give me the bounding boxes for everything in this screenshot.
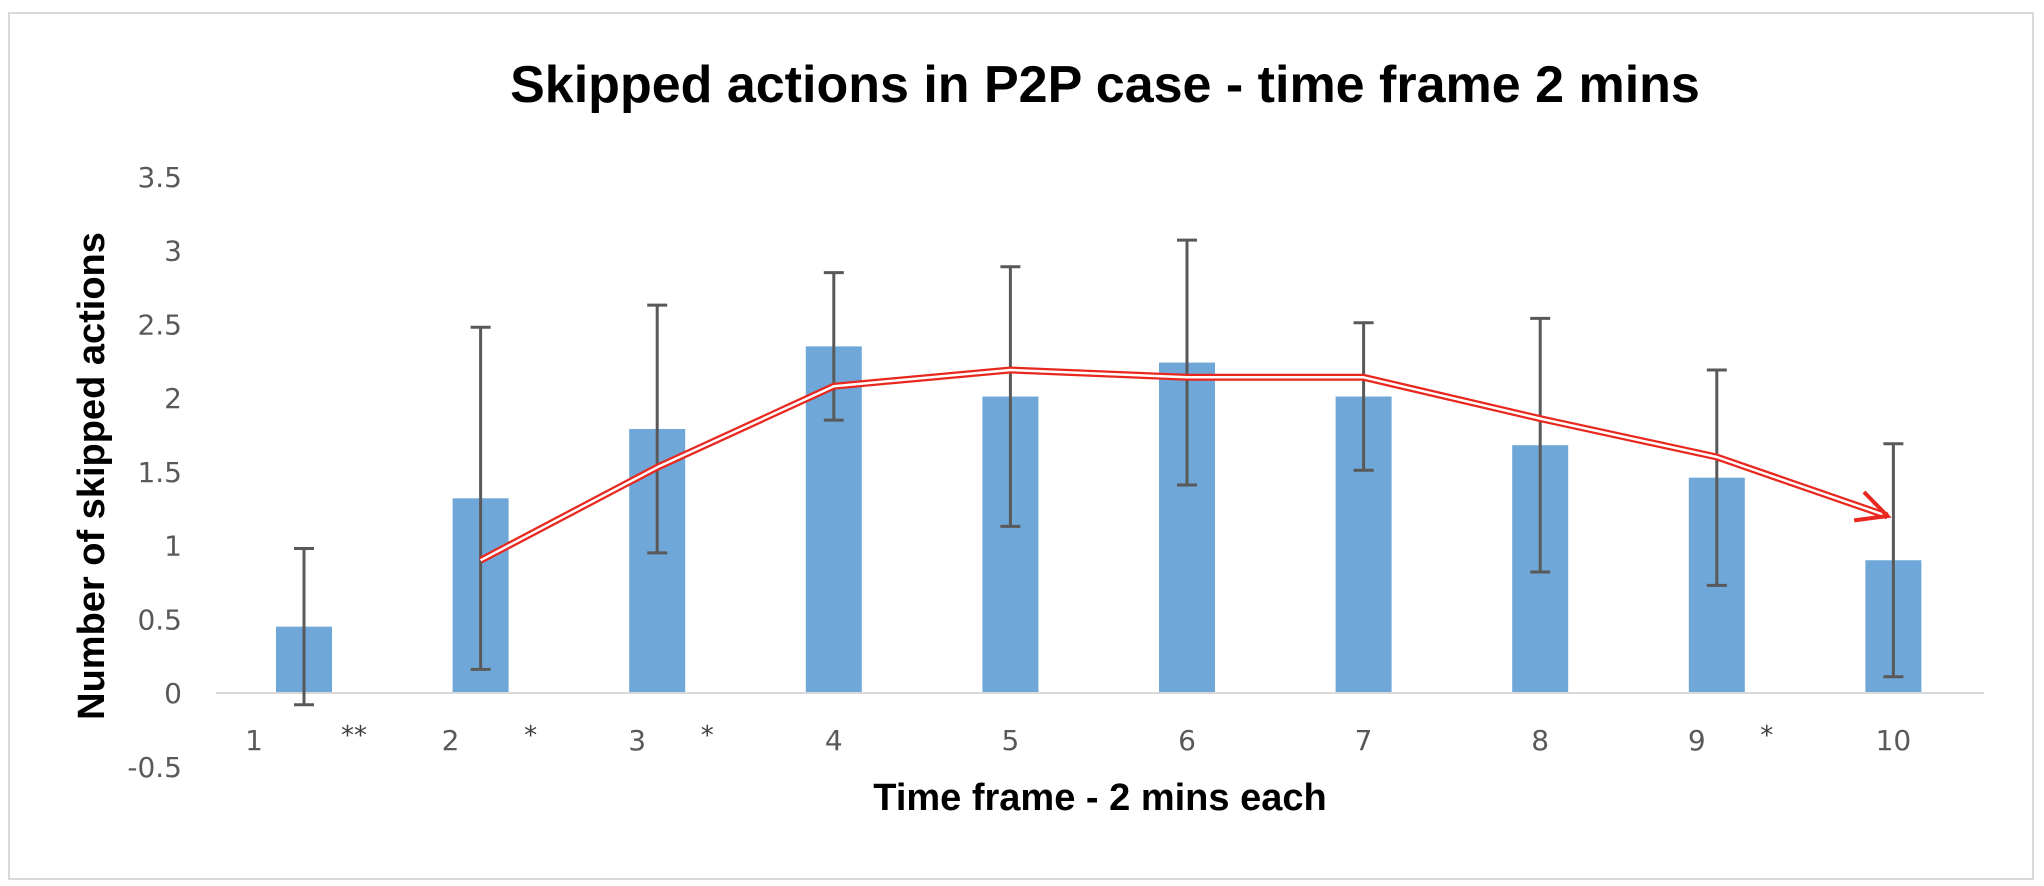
y-tick-label: 2.5 bbox=[137, 308, 182, 341]
y-tick-label: 0 bbox=[164, 677, 182, 710]
chart-title: Skipped actions in P2P case - time frame… bbox=[510, 56, 1700, 114]
y-tick-label: 3.5 bbox=[137, 161, 182, 194]
x-tick-label: 5 bbox=[1001, 724, 1019, 757]
y-tick-label: 2 bbox=[164, 382, 182, 415]
x-tick-label: 8 bbox=[1531, 724, 1549, 757]
x-tick-label: 7 bbox=[1355, 724, 1373, 757]
y-tick-label: 3 bbox=[164, 235, 182, 268]
x-tick-label: 2 bbox=[442, 724, 460, 757]
x-tick-label: 10 bbox=[1876, 724, 1912, 757]
trend-arrow-inner bbox=[480, 368, 1888, 562]
y-tick-label: -0.5 bbox=[127, 751, 182, 784]
x-axis-title: Time frame - 2 mins each bbox=[873, 777, 1326, 819]
significance-marker: * bbox=[1760, 721, 1773, 751]
y-axis-title: Number of skipped actions bbox=[71, 232, 113, 720]
x-tick-label: 6 bbox=[1178, 724, 1196, 757]
significance-marker: * bbox=[701, 721, 714, 751]
y-tick-label: 1 bbox=[164, 530, 182, 563]
x-tick-label: 3 bbox=[628, 724, 646, 757]
y-tick-label: 1.5 bbox=[137, 456, 182, 489]
y-tick-label: 0.5 bbox=[137, 603, 182, 636]
significance-marker: * bbox=[524, 721, 537, 751]
significance-marker: ** bbox=[341, 721, 367, 751]
trend-arrow-head bbox=[1853, 490, 1892, 523]
x-tick-label: 9 bbox=[1688, 724, 1706, 757]
x-tick-label: 4 bbox=[825, 724, 843, 757]
x-tick-label: 1 bbox=[245, 724, 263, 757]
